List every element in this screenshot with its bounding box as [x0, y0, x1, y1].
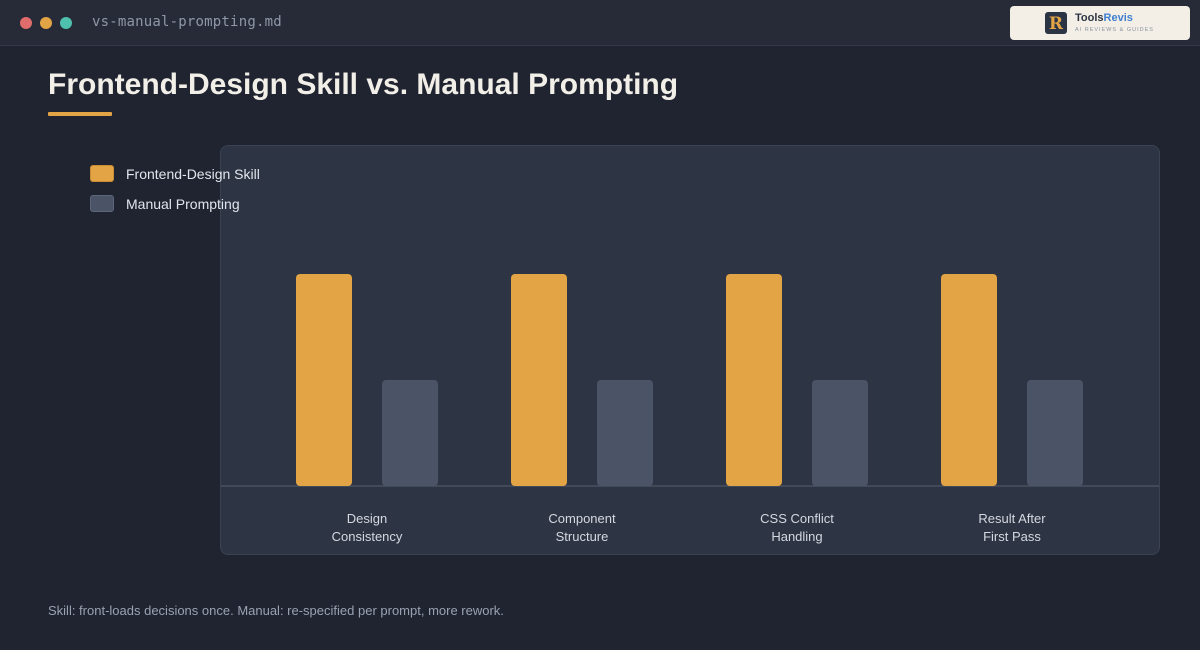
- logo-r-icon: R: [1045, 12, 1067, 34]
- bar-manual-1: [597, 380, 653, 486]
- bar-skill-2: [726, 274, 782, 486]
- legend-swatch-skill: [90, 165, 114, 182]
- title-underline: [48, 112, 112, 116]
- legend-swatch-manual: [90, 195, 114, 212]
- close-window-dot[interactable]: [20, 17, 32, 29]
- category-label-3: Result After First Pass: [978, 511, 1046, 544]
- bar-manual-0: [382, 380, 438, 486]
- minimize-window-dot[interactable]: [40, 17, 52, 29]
- file-name: vs-manual-prompting.md: [92, 14, 282, 30]
- category-label-2: CSS Conflict Handling: [760, 511, 834, 544]
- bar-manual-3: [1027, 380, 1083, 486]
- chart-footnote: Skill: front-loads decisions once. Manua…: [48, 603, 504, 618]
- logo-name: ToolsRevis: [1075, 12, 1133, 24]
- category-label-1: Component Structure: [548, 511, 616, 544]
- bar-manual-2: [812, 380, 868, 486]
- bar-skill-1: [511, 274, 567, 486]
- brand-logo[interactable]: R ToolsRevis AI REVIEWS & GUIDES: [1010, 6, 1190, 40]
- legend-label-manual: Manual Prompting: [126, 196, 240, 212]
- bar-skill-0: [296, 274, 352, 486]
- logo-tagline: AI REVIEWS & GUIDES: [1075, 27, 1154, 33]
- page-title: Frontend-Design Skill vs. Manual Prompti…: [48, 68, 679, 101]
- window-titlebar: vs-manual-prompting.md R ToolsRevis AI R…: [0, 0, 1200, 46]
- bar-skill-3: [941, 274, 997, 486]
- category-label-0: Design Consistency: [332, 511, 403, 544]
- maximize-window-dot[interactable]: [60, 17, 72, 29]
- legend-label-skill: Frontend-Design Skill: [126, 166, 260, 182]
- logo-letter: R: [1049, 14, 1064, 34]
